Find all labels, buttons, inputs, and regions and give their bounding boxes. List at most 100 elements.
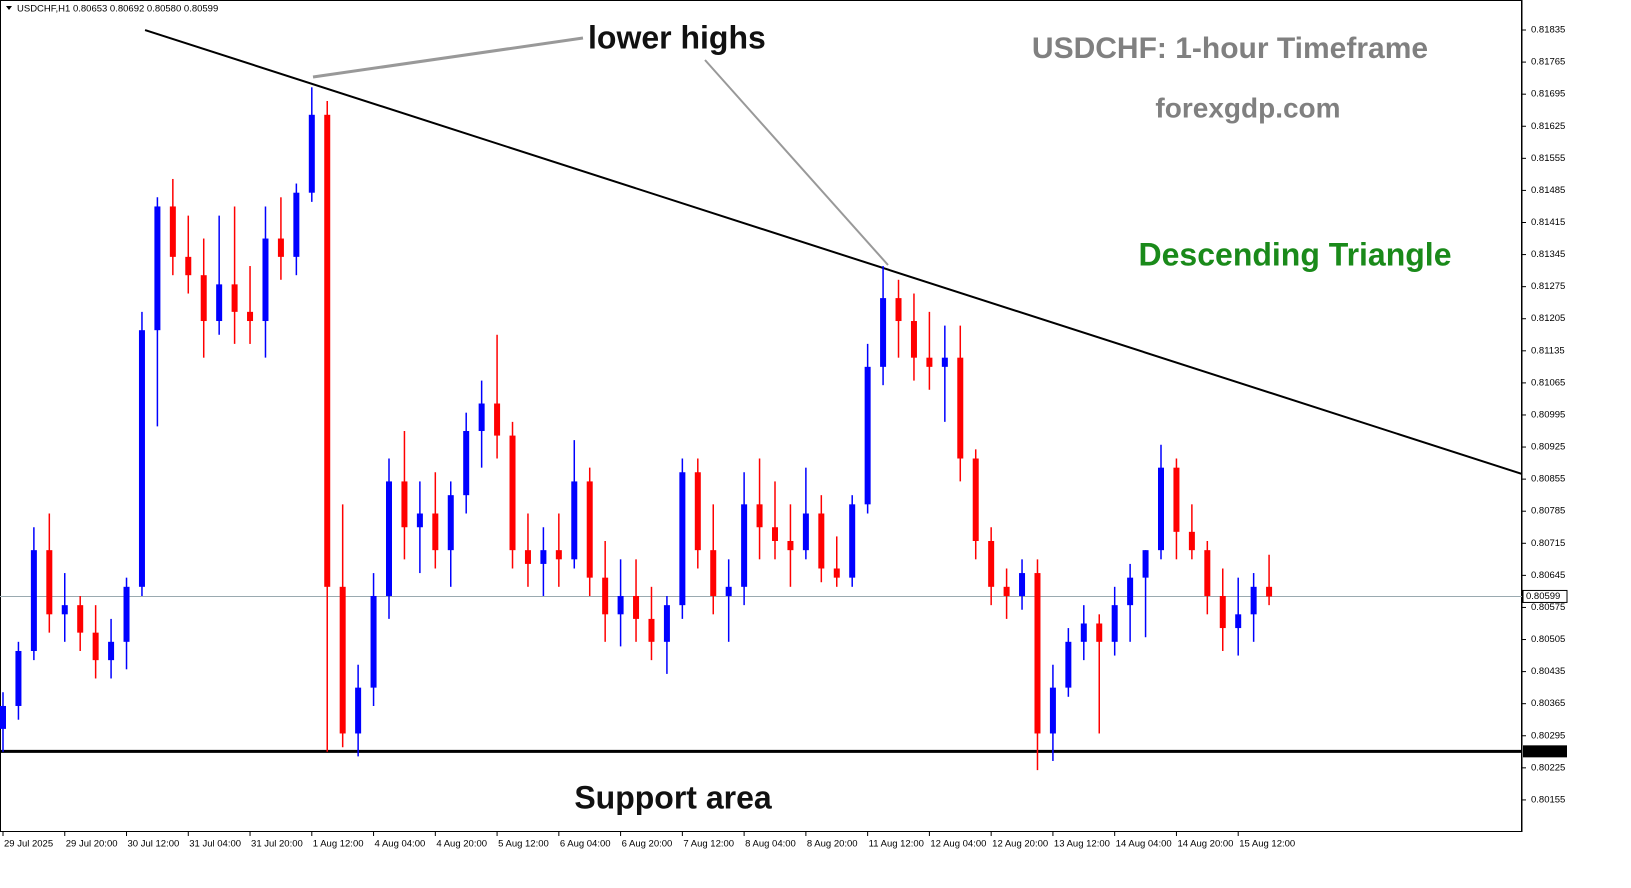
candle-body: [571, 481, 578, 560]
pattern-label: Descending Triangle: [1139, 236, 1452, 272]
candle-body: [324, 114, 331, 587]
y-tick-label: 0.81555: [1531, 153, 1565, 164]
y-tick-label: 0.80855: [1531, 474, 1565, 485]
x-tick-label: 6 Aug 20:00: [622, 839, 673, 850]
candle-body: [1250, 586, 1257, 615]
candle-body: [524, 550, 531, 564]
x-tick-label: 11 Aug 12:00: [869, 839, 924, 850]
candle-body: [586, 481, 593, 578]
x-tick-label: 13 Aug 12:00: [1054, 839, 1110, 850]
price-box: [1523, 745, 1567, 758]
y-tick-label: 0.80365: [1531, 698, 1565, 709]
candle-body: [910, 321, 917, 358]
candle-body: [648, 618, 655, 642]
y-tick-label: 0.80995: [1531, 409, 1565, 420]
candle-body: [478, 403, 485, 432]
candle-body: [926, 357, 933, 367]
candle-body: [864, 366, 871, 505]
candle-body: [185, 256, 192, 276]
candle-body: [787, 540, 794, 551]
candle-body: [108, 641, 115, 661]
x-tick-label: 15 Aug 12:00: [1239, 839, 1295, 850]
x-tick-label: 5 Aug 12:00: [498, 839, 549, 850]
y-tick-label: 0.81065: [1531, 377, 1565, 388]
candle-body: [416, 513, 423, 528]
y-tick-label: 0.81485: [1531, 185, 1565, 196]
candle-body: [1235, 614, 1242, 629]
candle-body: [277, 238, 284, 257]
candle-body: [880, 298, 887, 367]
candle-body: [679, 472, 686, 606]
x-tick-label: 4 Aug 20:00: [436, 839, 487, 850]
x-tick-label: 30 Jul 12:00: [128, 839, 180, 850]
candle-body: [77, 605, 84, 633]
candle-body: [308, 114, 315, 193]
y-tick-label: 0.81765: [1531, 57, 1565, 68]
y-tick-label: 0.81695: [1531, 89, 1565, 100]
candle-body: [941, 357, 948, 367]
candle-body: [849, 504, 856, 578]
x-tick-label: 14 Aug 20:00: [1177, 839, 1233, 850]
candle-body: [710, 550, 717, 596]
plot-frame: [0, 0, 1522, 832]
candle-body: [355, 687, 362, 734]
candle-body: [463, 431, 470, 496]
candle-body: [802, 513, 809, 551]
y-tick-label: 0.81275: [1531, 281, 1565, 292]
x-tick-label: 12 Aug 20:00: [992, 839, 1048, 850]
x-tick-label: 1 Aug 12:00: [313, 839, 364, 850]
y-tick-label: 0.80645: [1531, 570, 1565, 581]
menu-arrow: [6, 6, 12, 10]
y-tick-label: 0.81135: [1531, 345, 1565, 356]
x-tick-label: 8 Aug 04:00: [745, 839, 796, 850]
candle-body: [231, 284, 238, 312]
candle-body: [1003, 586, 1010, 596]
candle-body: [1096, 623, 1103, 642]
candle-body: [92, 632, 99, 661]
trendline: [144, 29, 1523, 476]
y-tick-label: 0.81625: [1531, 121, 1565, 132]
candle-body: [447, 495, 454, 551]
candle-body: [200, 275, 207, 322]
x-tick-label: 14 Aug 04:00: [1116, 839, 1172, 850]
y-tick-label: 0.81345: [1531, 249, 1565, 260]
candle-body: [1204, 550, 1211, 596]
y-tick-label: 0.80785: [1531, 506, 1565, 517]
candle-body: [262, 238, 269, 322]
y-tick-label: 0.80715: [1531, 538, 1565, 549]
y-tick-label: 0.80225: [1531, 762, 1565, 773]
candle-body: [432, 513, 439, 551]
candle-body: [756, 504, 763, 528]
x-tick-label: 12 Aug 04:00: [930, 839, 986, 850]
x-tick-label: 29 Jul 2025: [4, 839, 53, 850]
candle-body: [46, 550, 53, 615]
y-tick-label: 0.80155: [1531, 794, 1565, 805]
x-tick-label: 6 Aug 04:00: [560, 839, 611, 850]
x-tick-label: 4 Aug 04:00: [375, 839, 426, 850]
y-tick-label: 0.80925: [1531, 442, 1565, 453]
candle-body: [741, 504, 748, 587]
candle-body: [401, 481, 408, 528]
annotation: Support area: [574, 779, 772, 815]
candle-body: [1219, 595, 1226, 629]
candle-body: [386, 481, 392, 596]
y-tick-label: 0.81835: [1531, 25, 1565, 36]
price-box: [1522, 589, 1568, 603]
candle-body: [123, 586, 130, 642]
candle-body: [247, 311, 254, 322]
candle-body: [1127, 577, 1134, 606]
candle-body: [957, 357, 964, 459]
y-tick-label: 0.81205: [1531, 313, 1565, 324]
x-tick-label: 29 Jul 20:00: [66, 839, 118, 850]
candle-body: [30, 550, 37, 651]
candle-body: [833, 568, 840, 578]
candle-body: [216, 284, 223, 322]
candle-body: [818, 513, 825, 569]
candle-body: [154, 206, 161, 331]
candle-body: [725, 586, 732, 596]
candle-body: [617, 595, 624, 615]
candle-body: [1142, 550, 1149, 578]
candle-body: [1034, 573, 1041, 734]
x-tick-label: 31 Jul 20:00: [251, 839, 303, 850]
